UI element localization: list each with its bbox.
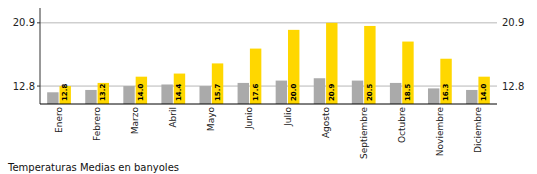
grid-line: [40, 22, 497, 23]
x-tick-label: Febrero: [92, 107, 102, 141]
x-tick-label: Junio: [244, 107, 254, 131]
data-label: 12.8: [61, 84, 69, 101]
x-tick-label: Diciembre: [473, 107, 483, 153]
bar: [288, 30, 299, 104]
data-label: 14.4: [175, 84, 183, 101]
bar: [352, 81, 363, 104]
bar: [314, 78, 325, 104]
bar: [136, 77, 147, 104]
data-label: 17.6: [252, 84, 260, 101]
bar: [250, 49, 261, 104]
x-tick-label: Septiembre: [359, 107, 369, 160]
y-tick: [37, 22, 40, 23]
bar: [402, 42, 413, 104]
x-tick-label: Noviembre: [435, 107, 445, 157]
x-tick-label: Octubre: [397, 107, 407, 143]
data-label: 14.0: [137, 84, 145, 101]
bar: [174, 74, 185, 104]
data-label: 20.0: [290, 84, 298, 101]
x-tick-label: Agosto: [321, 107, 331, 139]
x-tick-label: Abril: [168, 107, 178, 128]
bar: [440, 59, 451, 104]
x-tick-label: Marzo: [130, 107, 140, 135]
data-label: 15.7: [214, 84, 222, 101]
bar: [161, 84, 172, 104]
bar: [47, 92, 58, 104]
x-tick-label: Julio: [283, 107, 293, 127]
data-label: 18.5: [404, 84, 412, 101]
bar: [478, 77, 489, 104]
bars: [47, 23, 490, 104]
bar: [238, 83, 249, 104]
bar: [466, 90, 477, 104]
y-tick-label: 20.9: [13, 17, 35, 28]
data-label: 14.0: [480, 84, 488, 101]
y2-tick-label: 12.8: [502, 81, 524, 92]
bar: [276, 81, 287, 104]
y-tick: [37, 86, 40, 87]
y-tick-label: 12.8: [13, 81, 35, 92]
x-tick-label: Mayo: [206, 107, 216, 132]
title: Temperaturas Medias en banyoles: [7, 162, 179, 173]
bar: [326, 23, 337, 104]
y2-tick-label: 20.9: [502, 17, 524, 28]
bar: [98, 83, 109, 104]
data-label: 13.2: [99, 84, 107, 101]
bar: [390, 83, 401, 104]
x-axis-line: [40, 104, 497, 105]
bar: [85, 90, 96, 104]
chart: 12.8 13.2 14.0 14.4 15.7 17.6 20.0 20.9 20.5 18.5…: [0, 0, 537, 174]
data-label: 20.9: [328, 84, 336, 101]
bar: [212, 63, 223, 104]
x-tick-label: Enero: [54, 107, 64, 133]
bar: [428, 88, 439, 104]
data-label: 16.3: [442, 84, 450, 101]
bar: [199, 86, 210, 104]
bar: [364, 26, 375, 104]
data-label: 20.5: [366, 84, 374, 101]
bar: [123, 86, 134, 104]
